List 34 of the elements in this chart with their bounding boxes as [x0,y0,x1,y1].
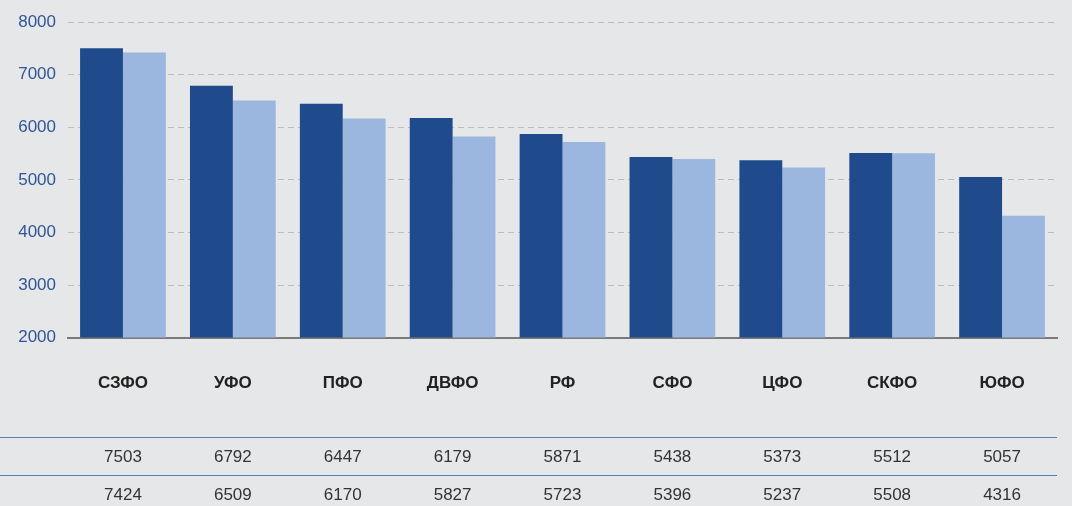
y-tick-label: 5000 [18,169,56,189]
x-tick-label: УФО [214,373,252,393]
x-tick-label: ЮФО [979,373,1025,393]
y-tick-label: 6000 [18,117,56,137]
data-label: 5723 [543,484,582,504]
data-label: 7424 [104,484,142,504]
data-label: 5237 [763,484,802,504]
data-label: 5512 [873,446,912,466]
data-label: 4316 [983,484,1021,504]
data-label: 5871 [543,446,582,466]
data-label: 5438 [653,446,692,466]
x-tick-label: РФ [549,373,576,393]
y-tick-label: 3000 [18,274,56,294]
data-label: 5827 [433,484,472,504]
y-tick-label: 7000 [18,64,56,84]
data-label: 5373 [763,446,802,466]
x-tick-label: ПФО [322,373,363,393]
y-tick-label: 8000 [18,11,56,31]
x-tick-label: ДВФО [426,373,479,393]
x-tick-label: ЦФО [762,373,803,393]
data-label: 6170 [323,484,362,504]
data-label: 6447 [323,446,362,466]
data-label: 5396 [653,484,692,504]
data-label: 6179 [433,446,472,466]
x-tick-label: СЗФО [97,373,148,393]
data-label: 5508 [873,484,912,504]
y-tick-label: 2000 [18,327,56,347]
y-tick-label: 4000 [18,222,56,242]
data-label: 6792 [213,446,252,466]
data-label: 6509 [213,484,252,504]
x-tick-label: СФО [652,373,693,393]
data-label: 5057 [983,446,1021,466]
x-tick-label: СКФО [867,373,918,393]
data-label: 7503 [104,446,142,466]
